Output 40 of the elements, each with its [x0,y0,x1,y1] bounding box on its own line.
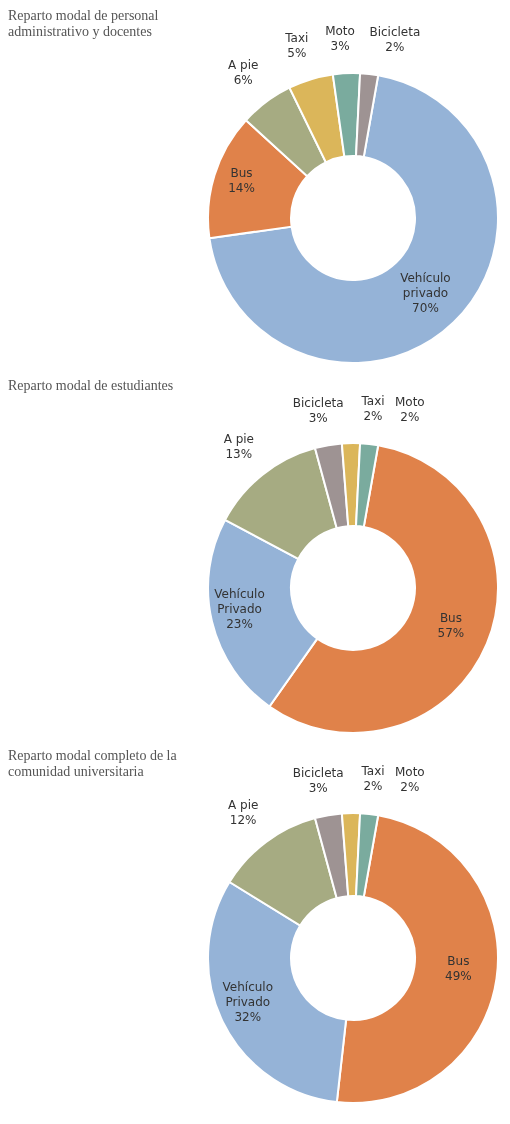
slice-label: Bus [447,953,470,968]
donut-slice [208,74,499,364]
slice-label: Moto [394,394,425,409]
data-label: 3% [330,38,350,53]
data-label: 12% [229,812,257,827]
slice-label: Taxi [360,763,385,778]
data-label: 57% [437,625,465,640]
data-label: 2% [385,39,405,54]
slice-label: Taxi [284,30,309,45]
data-label: 2% [400,779,420,794]
slice-label: Moto [394,764,425,779]
slice-label: Taxi [360,393,385,408]
slice-label: Bicicleta [369,24,421,39]
slice-label: Moto [325,23,355,38]
data-label: 14% [228,180,255,195]
data-label: 23% [226,616,253,631]
slice-label: A pie [223,431,254,446]
text: Reparto modal de personal administrativo y docentes [8,8,160,40]
slice-label: Bus [230,165,253,180]
slice-label: Bus [439,610,462,625]
slice-label: Bicicleta [292,765,344,780]
data-label: 2% [363,408,383,423]
data-label: 70% [412,300,439,315]
slice-label: Vehículo Privado [222,979,274,1009]
data-label: 6% [233,72,253,87]
text: Reparto modal de estudiantes [8,378,175,394]
data-label: 2% [400,409,420,424]
data-label: 13% [225,446,253,461]
text: Reparto modal completo de la comunidad universitaria [8,748,178,780]
data-label: 5% [287,45,307,60]
data-label: 2% [363,778,383,793]
data-label: 3% [308,780,328,795]
slice-label: Vehículo Privado [214,586,265,616]
slice-label: Bicicleta [292,395,344,410]
slice-label: Vehículo privado [400,270,451,300]
data-label: 32% [234,1009,262,1024]
slice-label: A pie [227,797,259,812]
data-label: 49% [445,968,472,983]
slice-label: A pie [227,57,259,72]
data-label: 3% [308,410,328,425]
